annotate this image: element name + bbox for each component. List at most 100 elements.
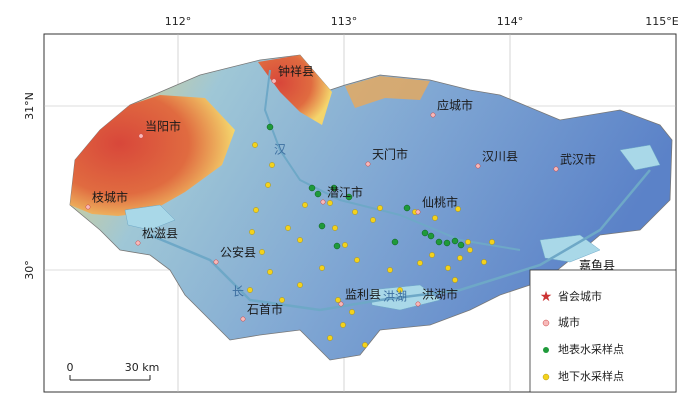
groundwater-sample [429,252,435,258]
groundwater-sample [279,297,285,303]
water-label: 汉 [274,143,286,157]
surface-sample [403,204,411,212]
labels: 钟祥县应城市天门市 汉川县 武汉市当阳市枝城市 潜江市仙桃市松滋县公安县嘉鱼县监利县洪… [85,64,615,322]
groundwater-sample [465,239,471,245]
city-marker [415,301,421,307]
river [263,69,521,251]
groundwater-sample [354,257,360,263]
place-label: 当阳市 [145,119,181,134]
place-label: 潜江市 [327,185,363,200]
northern-hills [258,55,332,125]
surface-sample [266,123,274,131]
city-marker [320,199,326,205]
groundwater-sample [327,200,333,206]
place-label: 石首市 [247,302,283,317]
lon-label: 114° [497,15,524,28]
groundwater-sample [455,206,461,212]
groundwater-sample [252,142,258,148]
legend-label: 地表水采样点 [558,342,624,356]
legend-label: 城市 [558,315,580,329]
place-label: 监利县 [345,288,381,302]
scale-label: 0 [67,361,74,374]
legend-marker: ★ [540,289,553,305]
lon-label: 113° [331,15,358,28]
groundwater-sample [319,265,325,271]
place-label: 汉川县 [482,150,518,164]
legend-marker [543,347,549,353]
surface-sample [443,239,451,247]
groundwater-sample [335,297,341,303]
city-marker [240,316,246,322]
place-label: 天门市 [372,147,408,162]
groundwater-sample [481,259,487,265]
place-label: 公安县 [220,245,256,260]
city-marker [553,166,559,172]
groundwater-sample [302,202,308,208]
city-marker [271,78,277,84]
groundwater-sample [269,162,275,168]
surface-sample [318,222,326,230]
samples [247,123,495,348]
place-label: 嘉鱼县 [579,259,615,273]
western-hills [70,95,235,216]
groundwater-sample [489,239,495,245]
legend-marker [542,319,550,327]
surface-sample [421,229,429,237]
place-label: 枝城市 [92,190,128,205]
groundwater-sample [267,269,273,275]
groundwater-sample [297,282,303,288]
water-label: 长 [232,285,244,299]
groundwater-sample [297,237,303,243]
groundwater-sample [327,335,333,341]
groundwater-sample [253,207,259,213]
lat-label: 30° [23,260,36,280]
river [149,169,651,312]
surface-sample [333,242,341,250]
surface-sample [451,237,459,245]
surface-sample [314,190,322,198]
groundwater-sample [342,242,348,248]
northeast-hills [345,76,430,108]
groundwater-sample [247,287,253,293]
legend-label: 地下水采样点 [558,369,624,383]
water-label: 洪湖 [383,289,407,304]
groundwater-sample [397,287,403,293]
lon-label: 112° [165,15,192,28]
surface-sample [435,238,443,246]
legend [529,269,677,393]
scale-label: 30 km [125,361,160,374]
groundwater-sample [452,277,458,283]
groundwater-sample [457,255,463,261]
city-marker [365,161,371,167]
surface-sample [391,238,399,246]
surface-sample [330,184,338,192]
groundwater-sample [417,260,423,266]
groundwater-sample [332,225,338,231]
surface-sample [457,241,465,249]
groundwater-sample [377,205,383,211]
place-label: 武汉市 [560,152,596,167]
city-marker [430,112,436,118]
place-label: 松滋县 [142,227,178,241]
groundwater-sample [265,182,271,188]
surface-sample [345,193,353,201]
groundwater-sample [467,247,473,253]
surface-sample [308,184,316,192]
scale-bar [69,375,151,381]
groundwater-sample [340,322,346,328]
city-marker [213,259,219,265]
city-marker [415,209,421,215]
place-label: 仙桃市 [422,195,458,210]
groundwater-sample [249,229,255,235]
city-marker [135,240,141,246]
place-label: 钟祥县 [278,64,314,79]
lat-label: 31°N [23,92,36,120]
groundwater-sample [432,215,438,221]
city-marker [85,204,91,210]
legend-label: 省会城市 [558,289,602,303]
groundwater-sample [445,265,451,271]
groundwater-sample [387,267,393,273]
groundwater-sample [352,209,358,215]
